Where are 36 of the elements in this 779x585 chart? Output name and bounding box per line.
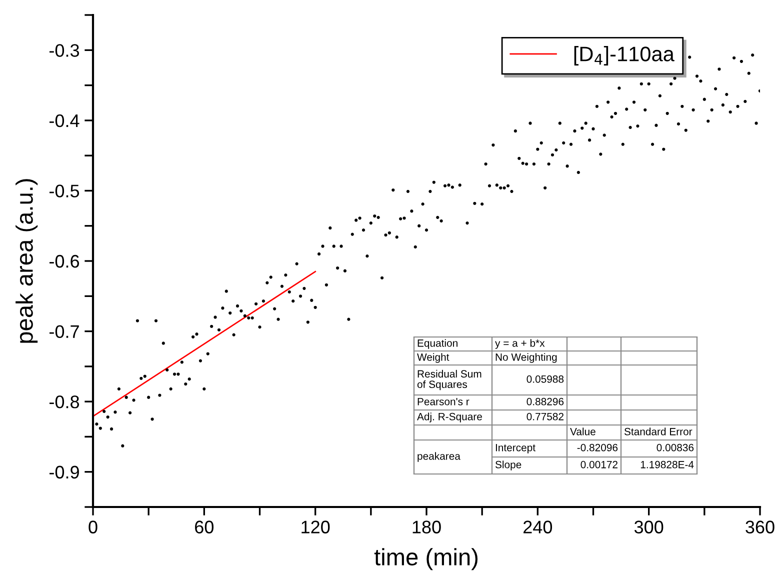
annotation: No Weighting [496, 353, 557, 363]
legend-label: [D$_{4}$]-110aa [574, 46, 674, 66]
annotation: 0.88296 [526, 398, 564, 406]
annotation: Adj. R-Square [417, 412, 482, 422]
y-axis-title: peak area (a.u.) [16, 179, 38, 343]
y-tick-label: -0.6 [50, 254, 80, 268]
x-tick-label: 60 [195, 520, 214, 534]
annotation: 0.77582 [526, 412, 564, 420]
annotation: Slope [495, 460, 522, 470]
annotation: y = a + b*x [495, 339, 545, 349]
annotation: 0.05988 [526, 375, 564, 383]
annotation: 0.00836 [656, 444, 694, 452]
annotation: Residual Sum of Squares [417, 370, 482, 390]
y-tick-label: -0.9 [50, 466, 79, 479]
annotation: -0.82096 [577, 444, 618, 452]
x-tick-label: 300 [634, 520, 664, 534]
x-tick-label: 240 [524, 520, 552, 534]
x-tick-label: 0 [88, 520, 98, 534]
annotation: Weight [417, 353, 450, 363]
x-tick-label: 120 [302, 520, 330, 534]
x-tick-label: 360 [746, 520, 774, 534]
annotation: 1.19828E-4 [640, 460, 694, 468]
annotation: Pearson's r [418, 398, 470, 406]
y-tick-label: -0.5 [50, 184, 80, 198]
y-tick-label: -0.4 [50, 114, 80, 128]
y-tick-label: -0.8 [50, 396, 80, 408]
annotation: 0.00172 [580, 460, 618, 468]
annotation: Standard Error [624, 428, 692, 436]
annotation: Equation [418, 339, 458, 349]
annotation: Intercept [496, 444, 536, 454]
x-tick-label: 180 [412, 520, 441, 534]
y-tick-label: -0.7 [50, 325, 79, 338]
x-axis-title: time (min) [374, 548, 478, 570]
y-tick-label: -0.3 [50, 44, 80, 57]
annotation: Value [570, 428, 596, 436]
annotation: peakarea [418, 452, 460, 462]
